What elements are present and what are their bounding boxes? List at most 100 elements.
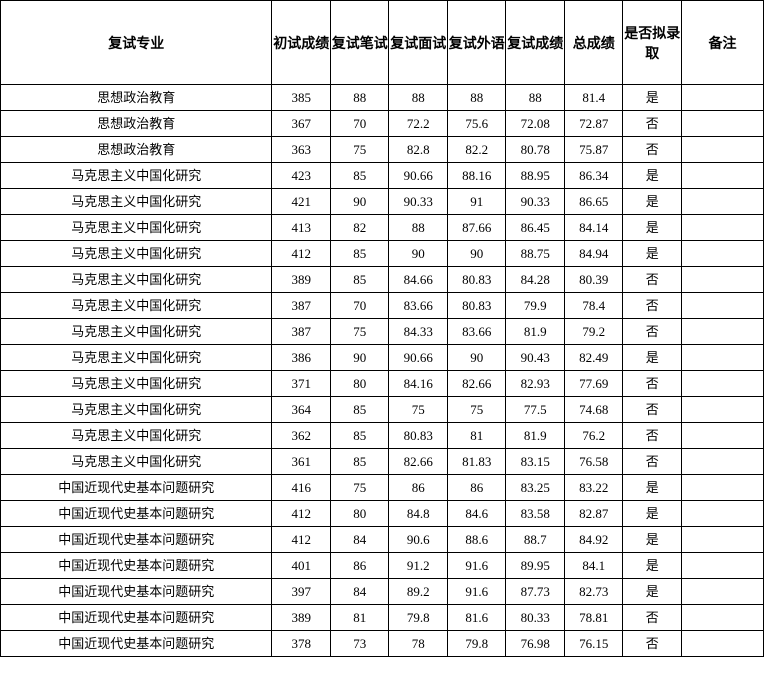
table-cell: 90.6: [389, 527, 448, 553]
table-cell: 73: [330, 631, 389, 657]
table-cell: 387: [272, 293, 331, 319]
table-cell: 否: [623, 423, 682, 449]
table-cell: [681, 475, 763, 501]
table-cell: 89.2: [389, 579, 448, 605]
table-row: 马克思主义中国化研究3869090.669090.4382.49是: [1, 345, 764, 371]
table-row: 思想政治教育3637582.882.280.7875.87否: [1, 137, 764, 163]
table-cell: 马克思主义中国化研究: [1, 267, 272, 293]
table-cell: 78.4: [564, 293, 623, 319]
table-row: 中国近现代史基本问题研究3898179.881.680.3378.81否: [1, 605, 764, 631]
table-cell: 91.6: [447, 579, 506, 605]
table-cell: 83.58: [506, 501, 565, 527]
table-cell: 思想政治教育: [1, 85, 272, 111]
header-cell: 总成绩: [564, 1, 623, 85]
table-cell: 72.08: [506, 111, 565, 137]
table-cell: [681, 449, 763, 475]
table-row: 马克思主义中国化研究3618582.6681.8383.1576.58否: [1, 449, 764, 475]
table-cell: 387: [272, 319, 331, 345]
table-cell: 80: [330, 371, 389, 397]
table-cell: 马克思主义中国化研究: [1, 163, 272, 189]
table-cell: 362: [272, 423, 331, 449]
table-cell: 90.33: [389, 189, 448, 215]
table-cell: 389: [272, 267, 331, 293]
table-cell: 90: [330, 189, 389, 215]
table-cell: 385: [272, 85, 331, 111]
table-cell: 77.5: [506, 397, 565, 423]
table-cell: 78.81: [564, 605, 623, 631]
table-cell: 78: [389, 631, 448, 657]
table-cell: 88: [389, 215, 448, 241]
table-row: 中国近现代史基本问题研究4128084.884.683.5882.87是: [1, 501, 764, 527]
table-cell: 86.45: [506, 215, 565, 241]
table-cell: 83.66: [389, 293, 448, 319]
table-cell: 80.83: [447, 267, 506, 293]
table-cell: 85: [330, 397, 389, 423]
table-cell: 91.2: [389, 553, 448, 579]
table-cell: 423: [272, 163, 331, 189]
table-cell: 82.66: [389, 449, 448, 475]
table-cell: 82.8: [389, 137, 448, 163]
table-cell: 91: [447, 189, 506, 215]
table-cell: [681, 319, 763, 345]
table-cell: 思想政治教育: [1, 137, 272, 163]
table-cell: 412: [272, 527, 331, 553]
table-cell: 361: [272, 449, 331, 475]
table-cell: 90.33: [506, 189, 565, 215]
table-row: 中国近现代史基本问题研究3978489.291.687.7382.73是: [1, 579, 764, 605]
table-cell: 87.73: [506, 579, 565, 605]
table-cell: 88.75: [506, 241, 565, 267]
table-cell: 84.28: [506, 267, 565, 293]
score-table: 复试专业初试成绩复试笔试复试面试复试外语复试成绩总成绩是否拟录取备注 思想政治教…: [0, 0, 764, 657]
table-cell: 否: [623, 267, 682, 293]
table-cell: 90: [330, 345, 389, 371]
table-cell: 84.94: [564, 241, 623, 267]
table-cell: 75.6: [447, 111, 506, 137]
table-cell: 76.98: [506, 631, 565, 657]
table-cell: 87.66: [447, 215, 506, 241]
table-cell: [681, 631, 763, 657]
table-cell: [681, 501, 763, 527]
table-cell: [681, 423, 763, 449]
table-cell: 是: [623, 241, 682, 267]
header-cell: 是否拟录取: [623, 1, 682, 85]
header-cell: 初试成绩: [272, 1, 331, 85]
table-cell: 412: [272, 501, 331, 527]
table-cell: 401: [272, 553, 331, 579]
table-row: 马克思主义中国化研究4219090.339190.3386.65是: [1, 189, 764, 215]
table-cell: 79.2: [564, 319, 623, 345]
table-cell: 81.6: [447, 605, 506, 631]
table-cell: 是: [623, 475, 682, 501]
table-cell: [681, 267, 763, 293]
table-cell: 否: [623, 397, 682, 423]
table-cell: [681, 85, 763, 111]
table-cell: 80.78: [506, 137, 565, 163]
table-cell: 82.66: [447, 371, 506, 397]
table-row: 马克思主义中国化研究3628580.838181.976.2否: [1, 423, 764, 449]
table-cell: 81.9: [506, 319, 565, 345]
table-cell: 72.2: [389, 111, 448, 137]
header-cell: 复试面试: [389, 1, 448, 85]
table-cell: 363: [272, 137, 331, 163]
table-cell: 否: [623, 111, 682, 137]
table-cell: 412: [272, 241, 331, 267]
table-cell: 75: [330, 137, 389, 163]
table-cell: 84.66: [389, 267, 448, 293]
table-cell: 88.6: [447, 527, 506, 553]
table-cell: 84.92: [564, 527, 623, 553]
table-cell: 85: [330, 241, 389, 267]
table-cell: [681, 397, 763, 423]
table-cell: 84.14: [564, 215, 623, 241]
table-cell: 马克思主义中国化研究: [1, 345, 272, 371]
table-cell: 81: [447, 423, 506, 449]
table-cell: 81.83: [447, 449, 506, 475]
table-cell: 75: [389, 397, 448, 423]
table-cell: 82.93: [506, 371, 565, 397]
table-row: 马克思主义中国化研究3898584.6680.8384.2880.39否: [1, 267, 764, 293]
table-cell: 378: [272, 631, 331, 657]
header-cell: 备注: [681, 1, 763, 85]
table-cell: 79.8: [447, 631, 506, 657]
table-cell: 马克思主义中国化研究: [1, 215, 272, 241]
table-row: 思想政治教育3858888888881.4是: [1, 85, 764, 111]
table-cell: [681, 189, 763, 215]
table-row: 思想政治教育3677072.275.672.0872.87否: [1, 111, 764, 137]
